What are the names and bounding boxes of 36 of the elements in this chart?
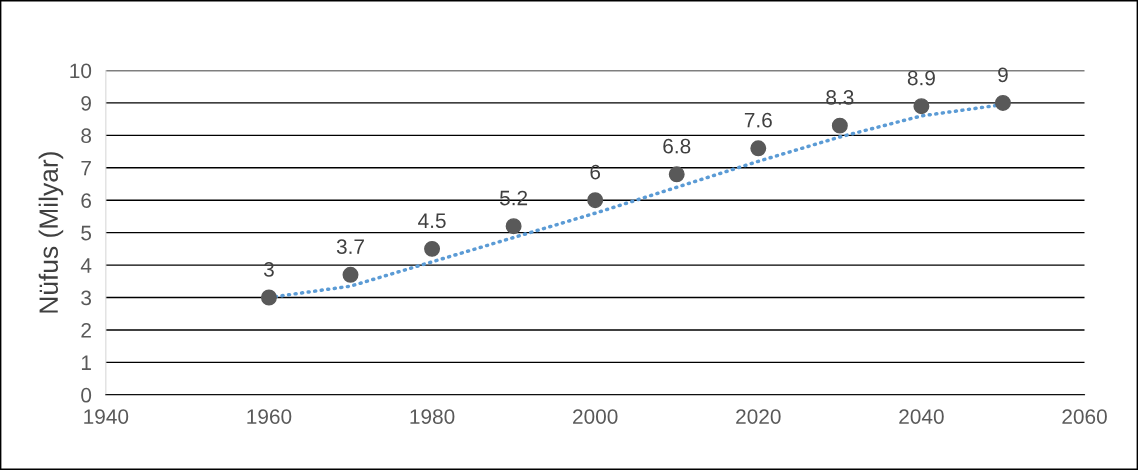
point [505,218,522,235]
point [994,94,1011,111]
y-tick-label: 1 [81,355,91,370]
data-label: 9 [998,67,1008,83]
point [831,117,848,134]
y-tick-label: 6 [81,193,92,208]
x-tick-label: 2000 [573,409,618,424]
data-label: 8.9 [907,70,935,86]
x-tick-label: 2060 [1062,409,1107,424]
y-tick-label: 7 [81,161,91,176]
x-tick-label: 1960 [247,409,292,424]
data-label: 6.8 [663,138,691,154]
point [342,266,359,283]
data-label: 3.7 [336,239,364,255]
point [750,140,767,157]
y-tick-label: 0 [81,387,92,403]
x-tick-label: 2020 [736,409,781,424]
data-label: 6 [590,164,601,180]
y-tick-label: 9 [81,95,91,111]
data-label: 4.5 [418,213,446,229]
x-tick-label: 1940 [84,409,129,424]
point [587,192,604,209]
y-tick-label: 3 [81,290,92,306]
y-tick-label: 4 [80,258,92,273]
y-tick-label: 5 [81,225,92,241]
x-tick-label: 2040 [899,409,944,424]
point [913,98,930,115]
x-tick-label: 1980 [410,409,455,424]
y-tick-label: 2 [81,322,91,338]
point [424,240,441,257]
y-tick-label: 8 [81,128,92,144]
y-tick-label: 10 [70,63,92,79]
point [260,289,277,306]
point [668,166,685,183]
y-axis-title: Nüfus (Milyar) [38,152,64,313]
data-label: 7.6 [744,112,772,128]
